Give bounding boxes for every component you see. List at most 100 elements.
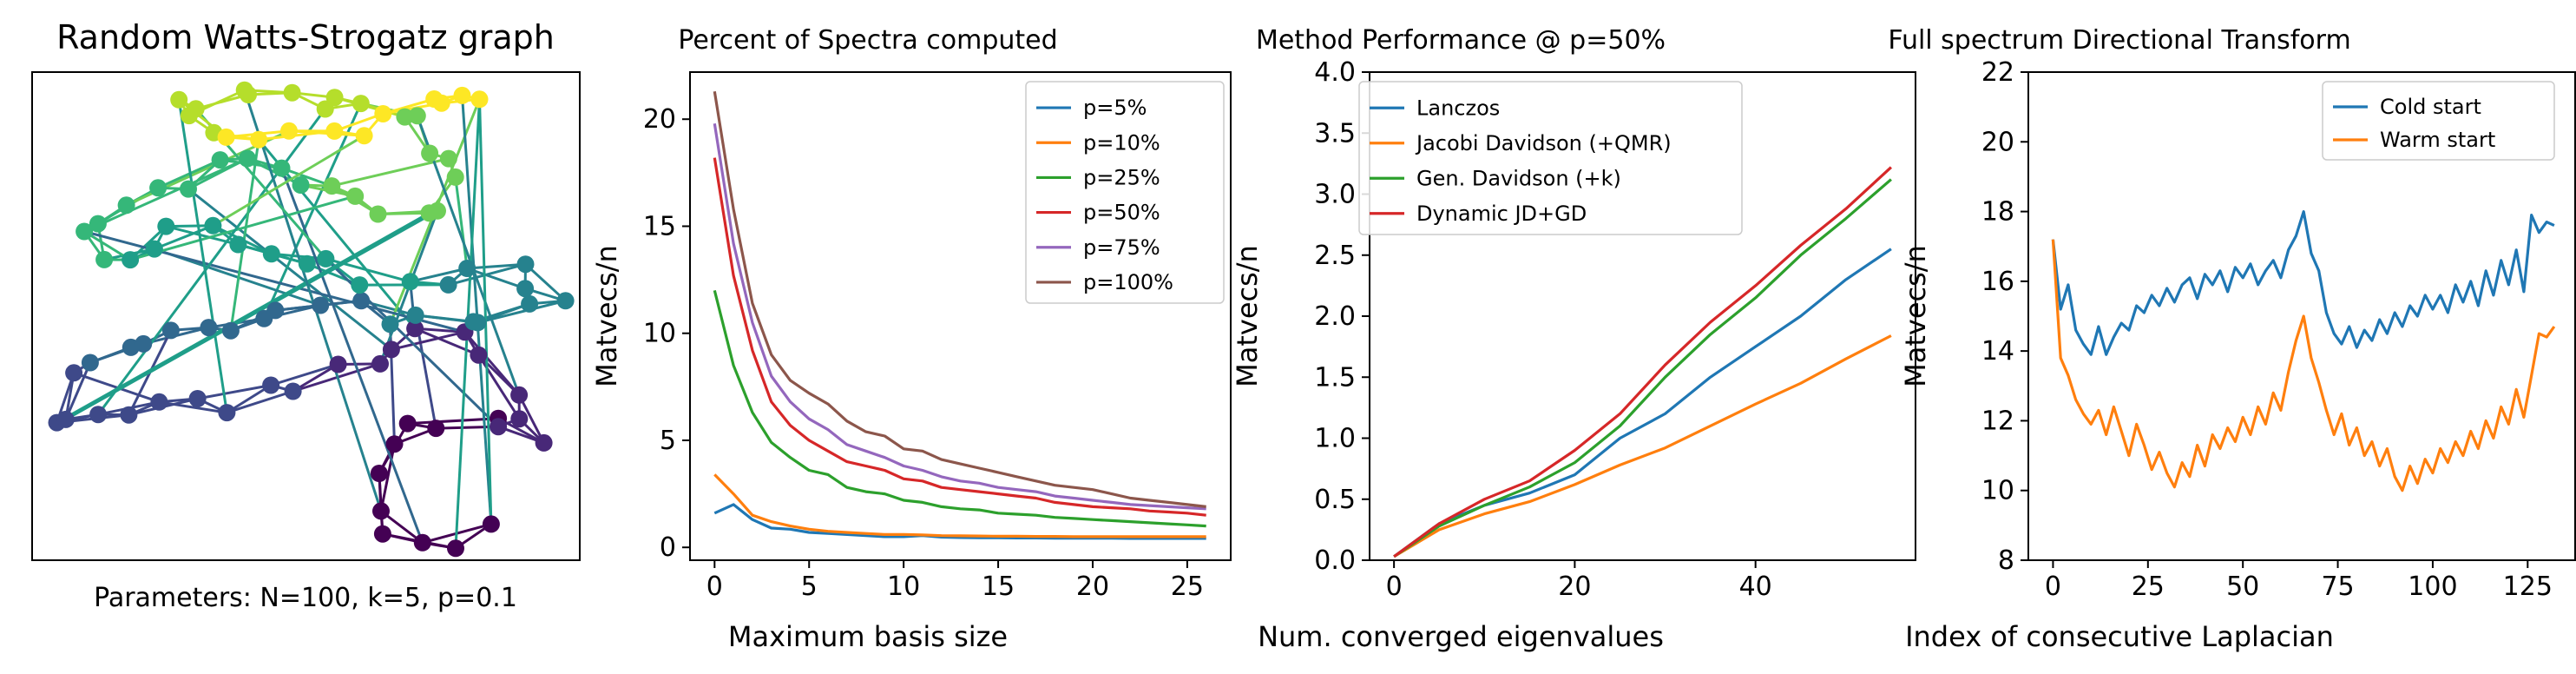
graph-node (325, 122, 344, 140)
graph-edges (56, 89, 567, 550)
y-tick-label: 10 (1981, 476, 2014, 506)
graph-node (382, 340, 400, 359)
graph-node (262, 376, 280, 394)
graph-node (298, 254, 316, 273)
graph-node (283, 83, 301, 102)
y-tick-label: 10 (643, 319, 676, 349)
legend: Lanczos Jacobi Davidson (+QMR) Gen. Davids… (1358, 81, 1743, 235)
graph-node (292, 176, 310, 194)
graph-edge (243, 89, 383, 512)
graph-node (157, 217, 175, 235)
graph-node (235, 81, 253, 99)
method-title: Method Performance @ p=50% (1256, 25, 1666, 56)
series-line-p=5% (713, 503, 1206, 540)
spectra-panel: Percent of Spectra computed 0 5 10 15 20 25 0 5… (590, 25, 1232, 653)
series-line-p=50% (713, 157, 1206, 517)
x-tick-label: 50 (2226, 572, 2259, 602)
graph-edge (187, 188, 392, 351)
x-tick-label: 40 (1739, 572, 1772, 602)
graph-node (385, 435, 404, 453)
graph-node (401, 273, 419, 291)
graph-edge (467, 262, 526, 270)
method-ylabel: Matvecs/n (1231, 245, 1264, 387)
y-tick-label: 1.5 (1314, 362, 1356, 393)
graph-node (453, 86, 471, 104)
legend-label: Dynamic JD+GD (1416, 202, 1587, 226)
graph-node (273, 159, 291, 177)
legend-label: Warm start (2380, 128, 2495, 152)
graph-node (89, 406, 108, 424)
series-line-Warm start (2051, 239, 2556, 492)
graph-node (89, 215, 107, 233)
graph-node (374, 105, 392, 122)
graph-edge (177, 99, 228, 413)
graph-edge (83, 157, 248, 233)
graph-node (120, 406, 138, 424)
method-panel: Method Performance @ p=50% 0 20 40 0.0 0.5 1.… (1231, 25, 1916, 653)
graph-node (439, 149, 457, 168)
graph-node (284, 382, 302, 400)
graph-edge (280, 168, 424, 544)
legend-label: p=75% (1083, 235, 1160, 260)
graph-edge (280, 167, 332, 188)
graph-node (439, 275, 457, 294)
graph-node (369, 205, 387, 223)
graph-node (135, 334, 153, 353)
transform-plot-area: 0 25 50 75 100 125 8 10 12 14 16 18 20 22 Cold start Wa… (1981, 57, 2576, 602)
graph-edge (517, 394, 545, 444)
graph-node (117, 196, 135, 215)
graph-node (421, 144, 439, 162)
graph-edge (226, 390, 294, 414)
graph-node (262, 245, 280, 263)
y-tick-label: 0.0 (1314, 545, 1356, 576)
y-tick-label: 0 (660, 532, 676, 563)
graph-edge (292, 363, 339, 393)
graph-node (370, 465, 388, 482)
graph-node (317, 249, 335, 268)
graph-edge (524, 263, 567, 302)
x-tick-label: 20 (1076, 572, 1109, 602)
x-tick-label: 20 (1558, 572, 1591, 602)
graph-edge (461, 95, 493, 525)
transform-xlabel: Index of consecutive Laplacian (1905, 620, 2334, 653)
graph-node (413, 533, 431, 552)
x-tick-label: 100 (2408, 572, 2457, 602)
y-tick-label: 15 (643, 211, 676, 241)
x-tick-label: 25 (2132, 572, 2165, 602)
x-tick-label: 0 (1386, 572, 1403, 602)
graph-node (447, 539, 464, 558)
legend-label: p=5% (1083, 96, 1147, 120)
graph-node (396, 108, 414, 126)
graph-node (371, 354, 389, 373)
graph-edge (129, 195, 356, 261)
graph-node (556, 292, 575, 310)
legend-label: Gen. Davidson (+k) (1416, 166, 1621, 190)
graph-node (204, 216, 222, 235)
spectra-plot-area: 0 5 10 15 20 25 0 5 10 15 20 p=5% p=10% p=25% p=50% p=7… (643, 71, 1232, 602)
graph-node (470, 90, 489, 109)
series-line-p=10% (713, 473, 1206, 539)
graph-edge (414, 327, 479, 357)
graph-node (280, 122, 298, 140)
graph-node (221, 321, 240, 340)
graph-node (510, 410, 529, 428)
graph-node (427, 420, 445, 438)
x-tick-label: 0 (706, 572, 723, 602)
graph-node (469, 314, 487, 332)
y-tick-label: 4.0 (1314, 57, 1356, 88)
graph-edge (454, 176, 469, 269)
graph-node (229, 235, 247, 254)
graph-node (325, 89, 344, 107)
graph-node (458, 260, 476, 277)
graph-node (516, 255, 535, 274)
graph-node (408, 107, 426, 125)
graph-node (432, 94, 450, 112)
legend-label: p=10% (1083, 130, 1160, 155)
y-tick-label: 5 (660, 426, 676, 456)
graph-node (372, 502, 390, 520)
legend-label: Jacobi Davidson (+QMR) (1415, 131, 1672, 155)
graph-node (521, 294, 539, 313)
graph-node (312, 296, 330, 314)
graph-node (482, 515, 500, 533)
